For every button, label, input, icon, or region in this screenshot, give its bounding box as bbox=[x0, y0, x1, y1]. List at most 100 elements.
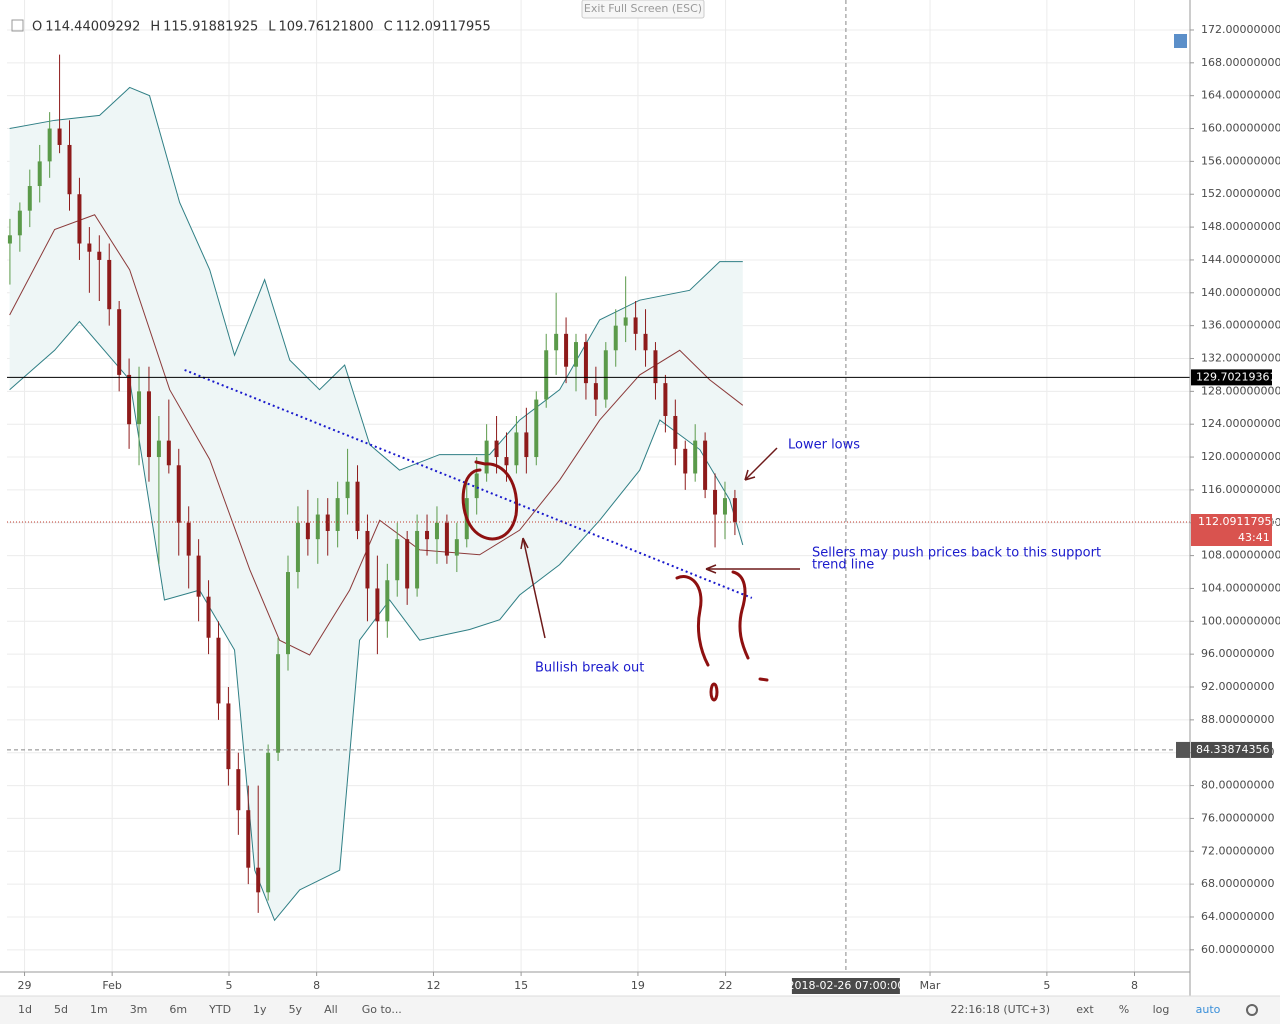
candle-body bbox=[7, 235, 12, 244]
y-tick-label: 168.00000000 bbox=[1201, 56, 1280, 69]
candle-body bbox=[127, 374, 132, 425]
x-tick-label: 22 bbox=[719, 979, 733, 992]
candle-body bbox=[474, 473, 479, 499]
y-tick-label: 76.00000000 bbox=[1201, 811, 1274, 824]
candle-body bbox=[87, 243, 92, 252]
candle-body bbox=[385, 580, 390, 622]
candle-body bbox=[325, 514, 330, 531]
y-tick-label: 64.00000000 bbox=[1201, 910, 1274, 923]
candle-body bbox=[524, 432, 529, 458]
candle-body bbox=[156, 440, 161, 458]
crosshair-plus-bg[interactable] bbox=[1176, 741, 1190, 758]
candle-body bbox=[504, 457, 509, 466]
crosshair-x-label: 2018-02-26 07:00:00 bbox=[787, 979, 904, 992]
candle-body bbox=[266, 752, 271, 893]
range-button[interactable]: YTD bbox=[208, 1003, 231, 1016]
candle-body bbox=[514, 432, 519, 466]
candle-body bbox=[137, 391, 142, 425]
x-tick-label: 8 bbox=[313, 979, 320, 992]
x-tick-label: 19 bbox=[631, 979, 645, 992]
range-button[interactable]: 6m bbox=[169, 1003, 187, 1016]
candle-body bbox=[196, 555, 201, 597]
ohlc-key: L bbox=[268, 20, 276, 35]
y-tick-label: 152.00000000 bbox=[1201, 187, 1280, 200]
candle-body bbox=[395, 539, 400, 581]
y-tick-label: 156.00000000 bbox=[1201, 154, 1280, 167]
y-tick-label: 96.00000000 bbox=[1201, 647, 1274, 660]
candle-body bbox=[97, 251, 102, 260]
countdown: 43:41 bbox=[1238, 531, 1270, 544]
y-tick-label: 172.00000000 bbox=[1201, 23, 1280, 36]
range-button[interactable]: 5y bbox=[289, 1003, 303, 1016]
scale-icon[interactable] bbox=[1174, 34, 1187, 48]
scribble bbox=[731, 570, 750, 660]
x-tick-label: Mar bbox=[920, 979, 941, 992]
candle-body bbox=[37, 161, 42, 187]
ohlc-key: O bbox=[32, 20, 42, 35]
candle-body bbox=[494, 440, 499, 458]
candle-body bbox=[593, 383, 598, 400]
y-tick-label: 88.00000000 bbox=[1201, 713, 1274, 726]
crosshair-y-label: 84.33874356 bbox=[1196, 743, 1269, 756]
y-tick-label: 128.00000000 bbox=[1201, 384, 1280, 397]
candle-body bbox=[583, 342, 588, 384]
range-button[interactable]: 1d bbox=[18, 1003, 32, 1016]
candle-body bbox=[484, 440, 489, 474]
candle-body bbox=[146, 391, 151, 458]
trend-line bbox=[184, 369, 753, 599]
plot bbox=[7, 0, 1190, 972]
range-button[interactable]: 1m bbox=[90, 1003, 108, 1016]
option-button[interactable]: % bbox=[1119, 1003, 1129, 1016]
candle-body bbox=[544, 350, 549, 400]
y-tick-label: 120.00000000 bbox=[1201, 450, 1280, 463]
candle-body bbox=[564, 333, 569, 367]
candle-body bbox=[375, 588, 380, 622]
toolbar: 1d 5d 1m 3m 6m YTD 1y 5y All Go to... 22:16:18 (UT… bbox=[18, 1003, 1258, 1016]
candle-body bbox=[216, 637, 221, 704]
annotation: Sellers may push prices back to this sup… bbox=[812, 546, 1101, 561]
exit-button[interactable]: Exit Full Screen (ESC) bbox=[584, 2, 702, 15]
candle-body bbox=[603, 350, 608, 400]
candle-body bbox=[206, 596, 211, 638]
option-button[interactable]: log bbox=[1153, 1003, 1170, 1016]
y-tick-label: 144.00000000 bbox=[1201, 253, 1280, 266]
candle-body bbox=[454, 539, 459, 556]
candle-body bbox=[722, 498, 727, 515]
range-button[interactable]: 3m bbox=[130, 1003, 148, 1016]
price-line-label: 129.70219361 bbox=[1196, 370, 1276, 383]
collapse-icon[interactable] bbox=[11, 19, 24, 32]
candle-body bbox=[186, 522, 191, 556]
candle-body bbox=[673, 415, 678, 449]
option-button[interactable]: ext bbox=[1076, 1003, 1094, 1016]
option-button[interactable]: auto bbox=[1196, 1003, 1221, 1016]
price-line-label-bg bbox=[1191, 369, 1272, 386]
candle-body bbox=[415, 530, 420, 589]
candle-body bbox=[67, 144, 72, 195]
candle-body bbox=[57, 128, 62, 145]
y-tick-label: 148.00000000 bbox=[1201, 220, 1280, 233]
y-tick-label: 60.00000000 bbox=[1201, 943, 1274, 956]
range-button[interactable]: All bbox=[324, 1003, 338, 1016]
grid bbox=[7, 0, 1190, 972]
candle-body bbox=[693, 440, 698, 474]
band-upper bbox=[9, 86, 743, 471]
band-middle bbox=[9, 214, 744, 656]
candle-body bbox=[613, 325, 618, 351]
y-tick-label: 140.00000000 bbox=[1201, 286, 1280, 299]
exit-button-bg[interactable] bbox=[581, 0, 705, 19]
y-tick-label: 136.00000000 bbox=[1201, 319, 1280, 332]
y-tick-label: 124.00000000 bbox=[1201, 417, 1280, 430]
candle-body bbox=[256, 867, 261, 893]
y-tick-label: 160.00000000 bbox=[1201, 122, 1280, 135]
ohlc-value: 114.44009292 bbox=[45, 20, 140, 35]
candle-body bbox=[574, 342, 579, 367]
candle-body bbox=[703, 440, 708, 490]
range-button[interactable]: 5d bbox=[54, 1003, 68, 1016]
x-tick-label: 5 bbox=[1043, 979, 1050, 992]
goto-button[interactable]: Go to... bbox=[362, 1003, 402, 1016]
candle-body bbox=[633, 317, 638, 334]
arrow bbox=[520, 537, 546, 639]
range-button[interactable]: 1y bbox=[253, 1003, 267, 1016]
ohlc-key: C bbox=[384, 20, 393, 35]
settings-icon[interactable] bbox=[1246, 1004, 1258, 1016]
